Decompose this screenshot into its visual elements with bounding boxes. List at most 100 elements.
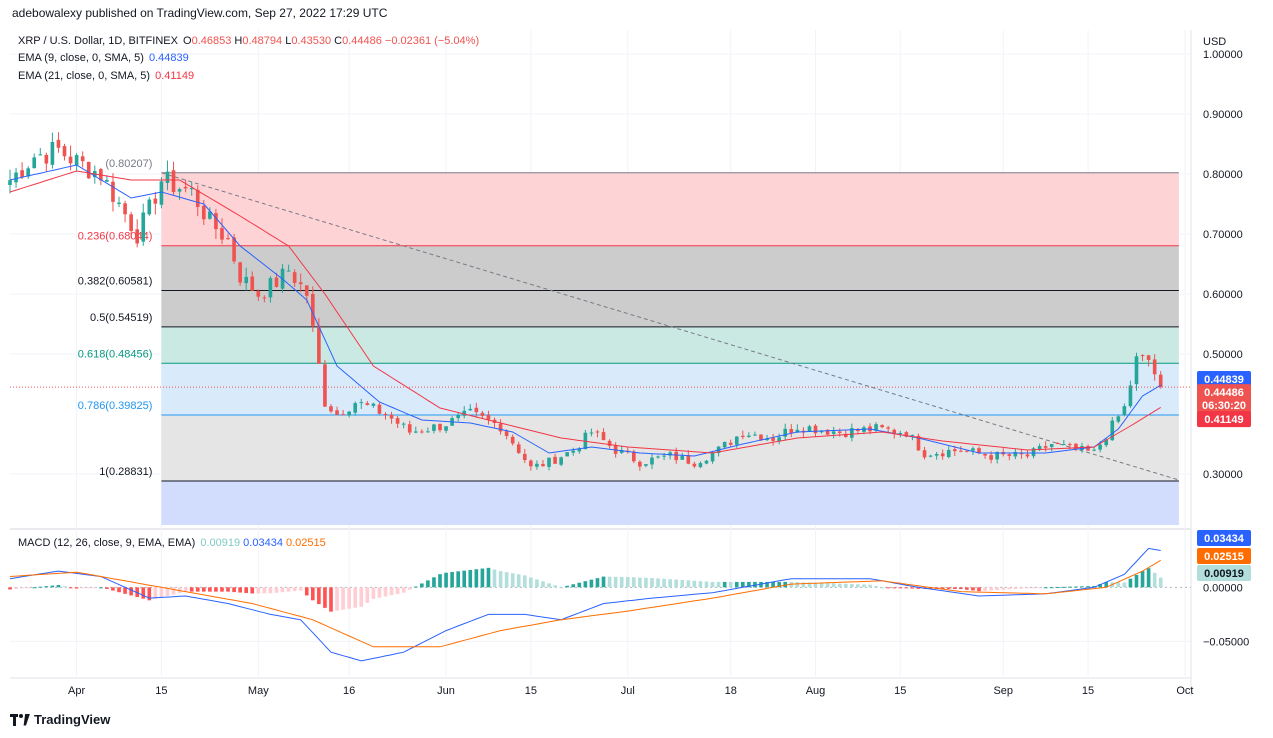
price-axis-tick: 1.00000 xyxy=(1203,49,1243,61)
macd-histogram-bar xyxy=(1037,587,1042,589)
tradingview-brand: TradingView xyxy=(34,712,111,727)
macd-histogram-bar xyxy=(117,587,121,593)
candle xyxy=(1128,380,1133,408)
candle-body xyxy=(807,426,812,432)
macd-histogram-bar xyxy=(8,587,12,590)
time-axis-tick: 15 xyxy=(1082,685,1094,697)
candle xyxy=(1025,450,1030,459)
close-price-tag-bg xyxy=(1197,384,1251,415)
candle-body xyxy=(510,436,515,444)
macd-histogram-bar xyxy=(952,587,957,590)
candle-body xyxy=(1007,454,1012,457)
candle-body xyxy=(20,170,24,178)
candle-body xyxy=(965,450,969,452)
macd-histogram-bar xyxy=(74,587,79,589)
candle-body xyxy=(1061,444,1066,446)
macd-histogram-bar xyxy=(1098,584,1102,588)
macd-histogram-bar xyxy=(201,587,206,592)
candle-body xyxy=(638,461,642,467)
candle xyxy=(904,430,909,438)
macd-histogram-bar xyxy=(129,587,133,596)
candle xyxy=(250,271,255,292)
candle xyxy=(38,147,43,156)
macd-histogram-bar xyxy=(359,587,364,607)
candle xyxy=(311,286,315,332)
candle-body xyxy=(208,211,212,219)
candle xyxy=(353,401,358,416)
legend-ema9-label[interactable]: EMA (9, close, 0, SMA, 5) xyxy=(18,52,144,64)
candle xyxy=(692,461,697,469)
candle-body xyxy=(559,457,563,465)
macd-histogram-bar xyxy=(583,581,588,588)
macd-histogram-bar xyxy=(159,587,164,598)
macd-histogram-bar xyxy=(14,587,18,589)
macd-histogram-bar xyxy=(722,581,727,588)
candle-body xyxy=(365,403,370,405)
candle xyxy=(420,429,424,434)
candle xyxy=(916,433,921,451)
macd-histogram-bar xyxy=(831,583,836,588)
tradingview-footer[interactable]: TradingView xyxy=(10,712,110,727)
macd-histogram-bar xyxy=(20,587,24,589)
candle-body xyxy=(1092,449,1096,451)
signal-value-tag xyxy=(1197,548,1251,564)
macd-histogram-bar xyxy=(1025,587,1030,589)
candle-body xyxy=(135,229,140,244)
legend-ema9-value: 0.44839 xyxy=(149,52,189,64)
candle-body xyxy=(831,431,836,434)
legend-symbol[interactable]: XRP / U.S. Dollar, 1D, BITFINEX xyxy=(18,35,178,47)
macd-histogram-bar xyxy=(638,577,642,588)
macd-histogram-bar xyxy=(256,587,261,594)
macd-pane xyxy=(8,547,1191,662)
signal-value-tag-bg xyxy=(1197,548,1251,564)
macd-histogram-bar xyxy=(171,587,176,595)
macd-histogram-bar xyxy=(1128,578,1133,588)
candle xyxy=(262,295,267,303)
candle xyxy=(401,422,406,429)
legend-change: −0.02361 (−5.04%) xyxy=(384,35,480,47)
candle-body xyxy=(529,460,533,467)
candle-body xyxy=(165,171,170,183)
candle xyxy=(407,420,412,435)
candle-body xyxy=(607,440,612,446)
candle-body xyxy=(189,188,194,190)
macd-histogram-bar xyxy=(1049,587,1054,589)
fib-zone-0.5 xyxy=(161,326,1179,364)
macd-histogram-bar xyxy=(595,578,600,588)
macd-histogram-bar xyxy=(1068,586,1072,588)
candle xyxy=(983,452,987,459)
close-price-tag xyxy=(1197,384,1251,415)
legend-ema21-label[interactable]: EMA (21, close, 0, SMA, 5) xyxy=(18,70,151,82)
price-axis-currency: USD xyxy=(1203,36,1226,48)
fib-label-0.618: 0.618(0.48456) xyxy=(78,348,153,360)
candle xyxy=(825,429,830,436)
legend-macd-label[interactable]: MACD (12, 26, close, 9, EMA, EMA) xyxy=(18,537,196,549)
macd-histogram-bar xyxy=(214,587,218,592)
macd-histogram-bar xyxy=(62,586,67,588)
candle xyxy=(1152,354,1157,381)
macd-histogram-bar xyxy=(68,587,73,589)
macd-histogram-bar xyxy=(856,584,860,588)
macd-histogram-bar xyxy=(559,587,563,589)
candle xyxy=(1134,352,1139,391)
candle xyxy=(753,431,757,437)
macd-histogram-bar xyxy=(432,577,436,588)
macd-histogram-bar xyxy=(1092,586,1096,588)
macd-histogram-bar xyxy=(329,587,333,612)
candle xyxy=(8,169,12,194)
macd-histogram-bar xyxy=(522,575,527,588)
candle-body xyxy=(226,238,230,240)
macd-histogram-bar xyxy=(195,587,200,592)
candle xyxy=(498,419,503,435)
candle xyxy=(468,404,473,411)
macd-histogram-bar xyxy=(165,587,170,596)
macd-histogram-bar xyxy=(904,587,909,589)
candle-body xyxy=(26,168,30,177)
candles xyxy=(8,132,1163,471)
candle-body xyxy=(353,403,358,413)
price-axis-tick: 0.60000 xyxy=(1203,289,1243,301)
candle xyxy=(952,445,957,457)
macd-histogram-bar xyxy=(965,587,969,590)
macd-histogram-bar xyxy=(710,581,715,588)
candle-body xyxy=(850,428,854,438)
